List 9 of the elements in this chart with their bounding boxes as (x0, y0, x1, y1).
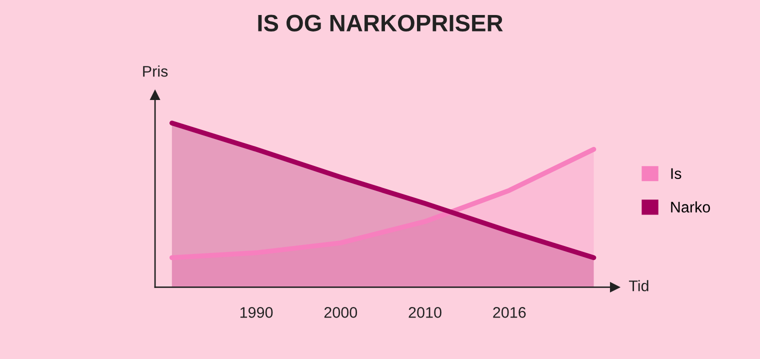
x-tick-label: 1990 (240, 307, 273, 318)
y-axis-title: Pris (143, 66, 168, 77)
legend-label: Is (671, 168, 682, 179)
x-axis-title: Tid (628, 280, 648, 292)
x-tick-label: 2016 (493, 307, 526, 318)
legend-label: Narko (671, 201, 710, 213)
x-tick-label: 2010 (408, 307, 442, 318)
chart-title: IS OG NARKOPRISER (258, 14, 503, 32)
x-tick-label: 2000 (324, 307, 358, 318)
